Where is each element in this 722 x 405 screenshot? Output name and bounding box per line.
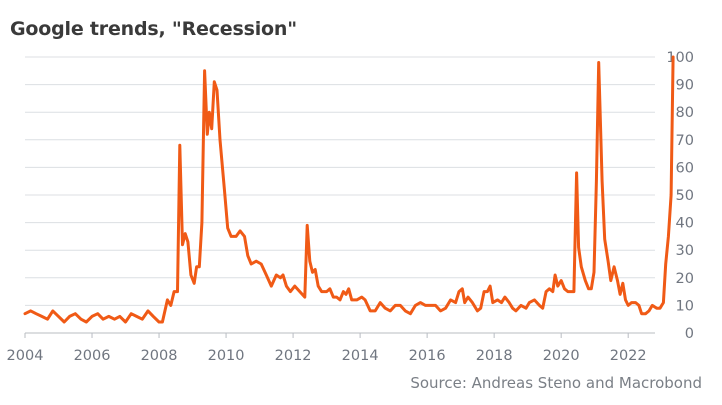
chart-title: Google trends, "Recession": [10, 18, 297, 40]
x-tick-label: 2004: [7, 348, 44, 364]
grid-lines: [25, 56, 655, 306]
y-tick-label: 60: [676, 160, 694, 176]
x-tick-label: 2008: [141, 348, 178, 364]
series-line: [23, 55, 675, 324]
x-tick-label: 2018: [476, 348, 513, 364]
x-tick-label: 2014: [342, 348, 379, 364]
x-tick-label: 2020: [543, 348, 580, 364]
y-axis-tick-labels: 0 10 20 30 40 50 60 70 80 90 100: [666, 50, 694, 342]
x-tick-label: 2016: [409, 348, 446, 364]
x-tick-label: 2010: [208, 348, 245, 364]
y-tick-label: 30: [676, 243, 694, 259]
y-tick-label: 0: [685, 326, 694, 342]
y-tick-label: 80: [676, 105, 694, 121]
x-tick-label: 2012: [275, 348, 312, 364]
y-tick-label: 10: [676, 298, 694, 314]
x-tick-label: 2006: [74, 348, 111, 364]
y-tick-label: 90: [676, 78, 694, 94]
y-tick-label: 40: [676, 216, 694, 232]
y-tick-label: 20: [676, 271, 694, 287]
y-tick-label: 100: [666, 50, 694, 66]
chart-source-note: Source: Andreas Steno and Macrobond: [410, 374, 702, 392]
x-axis-ticks: 2004 2006 2008 2010 2012 2014 2016 2018 2020 2022: [7, 333, 647, 364]
x-tick-label: 2022: [610, 348, 647, 364]
y-tick-label: 70: [676, 133, 694, 149]
y-tick-label: 50: [676, 188, 694, 204]
